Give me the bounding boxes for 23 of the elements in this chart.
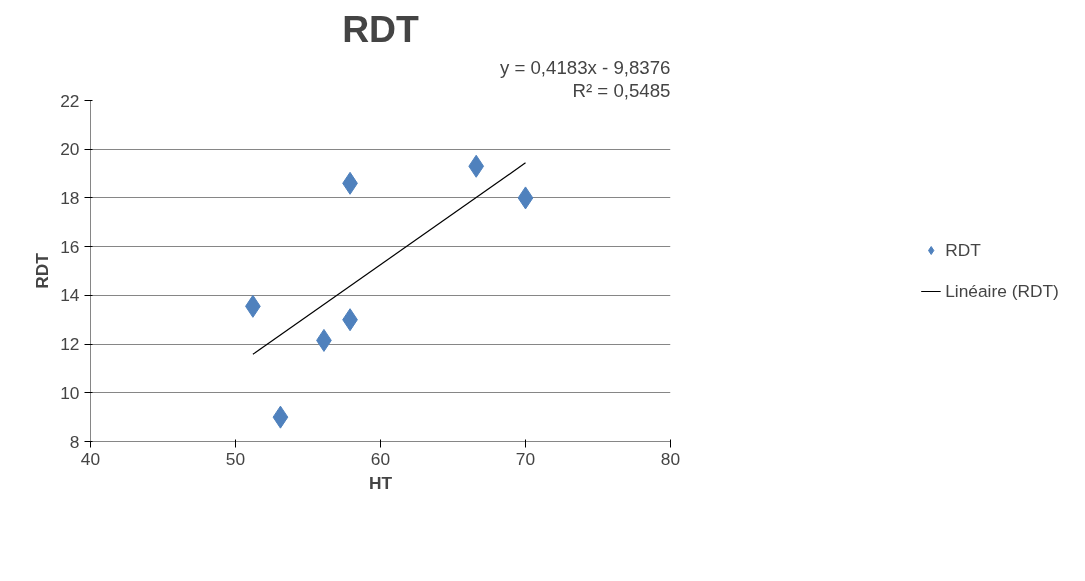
- y-tick-label: 16: [60, 236, 80, 257]
- x-tick-label: 80: [660, 448, 681, 469]
- y-tick-label: 22: [60, 90, 80, 111]
- x-tick-label: 50: [225, 448, 246, 469]
- point: [272, 405, 289, 429]
- point: [468, 154, 485, 178]
- y-tick-label: 8: [69, 431, 80, 452]
- x-tick-label: 70: [515, 448, 536, 469]
- point: [517, 186, 534, 210]
- y-tick-label: 18: [60, 187, 80, 208]
- chart-title: RDT: [342, 7, 420, 50]
- y-tick-label: 10: [60, 382, 80, 403]
- y-tick-label: 12: [60, 334, 80, 355]
- x-tick-label: 60: [370, 448, 391, 469]
- legend-label: RDT: [945, 239, 981, 261]
- y-tick-label: 14: [60, 285, 80, 306]
- y-axis-title: RDT: [32, 252, 53, 289]
- text: y = 0,4183x - 9,8376: [499, 56, 671, 78]
- x-axis-title: HT: [368, 472, 393, 493]
- y-tick-label: 20: [60, 139, 80, 160]
- annotation: R² = 0,5485: [572, 79, 671, 101]
- legend-label: Linéaire (RDT): [945, 280, 1059, 302]
- x-tick-label: 40: [80, 448, 101, 469]
